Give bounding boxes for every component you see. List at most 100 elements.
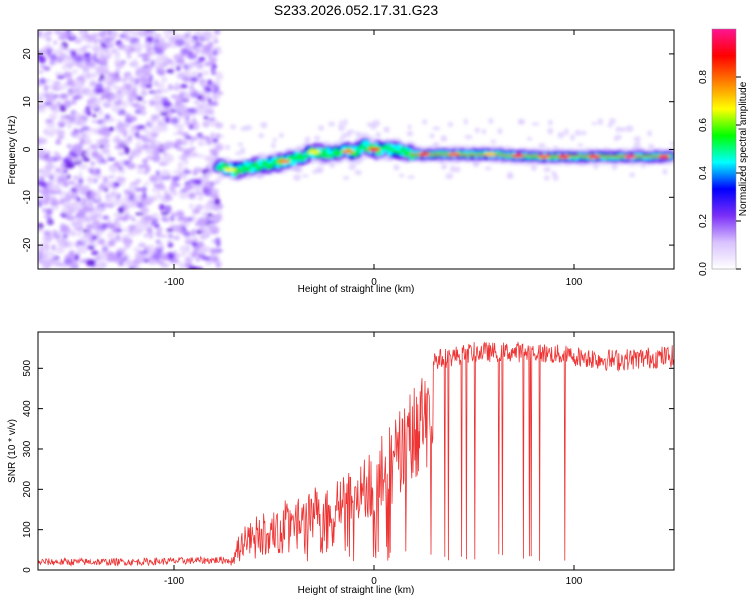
noise-speckle — [129, 115, 137, 122]
noise-speckle — [72, 157, 83, 162]
noise-speckle — [199, 234, 208, 240]
noise-speckle — [150, 220, 158, 227]
noise-speckle — [38, 137, 48, 145]
noise-speckle — [148, 144, 157, 150]
noise-speckle — [95, 229, 103, 234]
noise-speckle — [123, 215, 130, 221]
noise-speckle — [159, 37, 166, 45]
noise-speckle — [214, 30, 221, 35]
colorbar-gradient — [712, 29, 736, 269]
noise-speckle — [531, 122, 540, 126]
noise-speckle — [55, 247, 65, 254]
noise-speckle — [135, 220, 144, 229]
noise-speckle — [99, 144, 105, 149]
noise-speckle — [195, 257, 200, 262]
noise-speckle — [538, 143, 546, 149]
noise-speckle — [235, 151, 242, 156]
noise-speckle — [38, 103, 44, 111]
tone-track-layer — [210, 133, 674, 182]
noise-speckle — [150, 114, 161, 118]
noise-speckle — [49, 175, 54, 180]
noise-speckle — [38, 188, 44, 193]
noise-speckle — [134, 109, 142, 115]
noise-speckle — [170, 94, 179, 99]
noise-speckle — [164, 205, 172, 214]
y-tick-label: -20 — [22, 237, 33, 252]
noise-speckle — [170, 215, 175, 222]
noise-speckle — [82, 207, 88, 215]
tone-hotspot — [368, 147, 380, 152]
noise-speckle — [46, 208, 53, 215]
noise-speckle — [63, 257, 73, 266]
noise-speckle — [215, 262, 221, 268]
noise-speckle — [258, 132, 265, 139]
noise-speckle — [647, 130, 653, 137]
noise-speckle — [192, 90, 197, 95]
noise-speckle — [507, 171, 514, 178]
noise-speckle — [616, 134, 622, 140]
noise-speckle — [138, 76, 149, 83]
noise-speckle — [189, 38, 197, 44]
noise-speckle — [54, 72, 63, 76]
noise-speckle — [142, 203, 147, 212]
noise-speckle — [102, 176, 108, 183]
noise-speckle — [178, 114, 183, 121]
noise-speckle — [104, 225, 114, 229]
noise-speckle — [49, 103, 58, 111]
noise-speckle — [160, 211, 170, 216]
noise-speckle — [171, 175, 181, 182]
colorbar-tick-label: 0.8 — [698, 70, 709, 84]
noise-speckle — [96, 206, 105, 212]
noise-speckle — [210, 188, 219, 194]
noise-speckle — [393, 164, 400, 171]
noise-speckle — [73, 183, 84, 189]
noise-speckle — [182, 148, 193, 156]
noise-speckle — [197, 196, 203, 201]
noise-speckle — [97, 189, 105, 193]
noise-speckle — [96, 156, 102, 165]
noise-speckle — [143, 41, 152, 50]
noise-speckle — [375, 131, 381, 139]
noise-speckle — [103, 86, 111, 93]
noise-speckle — [68, 230, 77, 237]
noise-speckle — [85, 230, 94, 237]
noise-speckle — [176, 72, 186, 80]
noise-speckle — [106, 231, 115, 239]
noise-speckle — [144, 197, 154, 204]
noise-speckle — [99, 53, 105, 60]
noise-speckle — [207, 51, 213, 59]
noise-speckle — [128, 98, 133, 106]
noise-speckle — [209, 193, 220, 199]
noise-speckle — [111, 104, 121, 113]
noise-speckle — [202, 104, 211, 112]
noise-speckle — [142, 158, 148, 164]
noise-speckle — [210, 132, 216, 140]
noise-speckle — [198, 141, 208, 145]
noise-speckle — [77, 171, 83, 180]
noise-speckle — [180, 109, 191, 118]
noise-speckle — [167, 234, 174, 238]
noise-speckle — [432, 126, 441, 131]
noise-speckle — [91, 33, 97, 39]
noise-speckle — [123, 160, 131, 164]
noise-speckle — [91, 119, 99, 124]
noise-speckle — [140, 89, 148, 97]
noise-speckle — [56, 56, 64, 64]
noise-speckle — [272, 137, 277, 143]
noise-speckle — [97, 233, 102, 241]
noise-speckle — [43, 84, 49, 92]
noise-speckle — [144, 148, 154, 154]
noise-speckle — [240, 147, 246, 155]
noise-speckle — [406, 130, 414, 137]
noise-speckle — [55, 85, 64, 89]
y-tick-label: -10 — [22, 190, 33, 205]
noise-speckle — [129, 128, 138, 134]
noise-speckle — [144, 181, 150, 186]
noise-speckle — [44, 172, 54, 177]
x-tick-label: 100 — [566, 576, 583, 587]
noise-speckle — [38, 30, 42, 38]
noise-speckle — [145, 164, 151, 173]
noise-speckle — [77, 212, 86, 219]
noise-speckle — [137, 135, 148, 140]
